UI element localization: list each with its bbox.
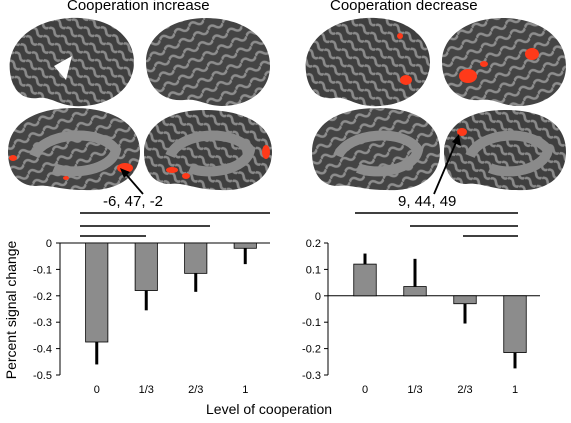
y-tick-label: -0.2 bbox=[302, 344, 321, 356]
x-tick-label: 1/3 bbox=[407, 384, 422, 395]
panel-title-right: Cooperation decrease bbox=[330, 0, 478, 14]
brain-lateral-right-2 bbox=[442, 18, 566, 106]
brain-lateral-left-2 bbox=[146, 18, 270, 106]
x-tick-label: 0 bbox=[362, 384, 368, 395]
y-tick-label: 0 bbox=[315, 291, 321, 303]
bar bbox=[134, 242, 158, 291]
brain-figure bbox=[8, 17, 566, 195]
y-tick-label: 0.1 bbox=[306, 264, 321, 276]
x-tick-label: 1 bbox=[242, 384, 248, 395]
chart-left: 0 -0.1 -0.2 -0.3 -0.4 -0.5 0 1/3 2/3 1 bbox=[33, 212, 270, 395]
bar bbox=[353, 263, 377, 297]
activation-blobs bbox=[9, 33, 539, 180]
y-tick-label: 0.2 bbox=[306, 238, 321, 250]
y-tick-label: 0 bbox=[46, 238, 52, 250]
bar bbox=[233, 242, 257, 249]
y-tick-label: -0.5 bbox=[33, 370, 52, 382]
bar bbox=[184, 242, 208, 274]
x-tick-label: 1 bbox=[512, 384, 518, 395]
arrowhead-marker bbox=[54, 56, 72, 80]
chart-right: 0.2 0.1 0 -0.1 -0.2 -0.3 0 1/3 2/3 1 bbox=[302, 212, 540, 395]
x-tick-label: 2/3 bbox=[457, 384, 472, 395]
bar bbox=[503, 295, 527, 353]
x-axis-label: Level of cooperation bbox=[206, 401, 333, 417]
y-tick-label: -0.2 bbox=[33, 291, 52, 303]
bar bbox=[453, 295, 477, 305]
brain-lateral-left-1 bbox=[9, 17, 134, 107]
bar bbox=[85, 242, 109, 343]
y-tick-label: -0.3 bbox=[33, 317, 52, 329]
x-tick-label: 0 bbox=[94, 384, 100, 395]
coord-label-right: 9, 44, 49 bbox=[398, 193, 457, 210]
bar bbox=[403, 286, 427, 297]
arrow-right-coord bbox=[433, 139, 458, 195]
brain-lateral-right-1 bbox=[305, 17, 430, 107]
arrow-left-coord bbox=[123, 171, 144, 195]
y-tick-label: -0.1 bbox=[302, 317, 321, 329]
y-tick-label: -0.4 bbox=[33, 344, 52, 356]
y-tick-label: -0.3 bbox=[302, 370, 321, 382]
coord-label-left: -6, 47, -2 bbox=[103, 193, 164, 210]
y-tick-label: -0.1 bbox=[33, 264, 52, 276]
brain-medial-left-1 bbox=[8, 108, 140, 191]
x-tick-label: 1/3 bbox=[139, 384, 154, 395]
x-tick-label: 2/3 bbox=[188, 384, 203, 395]
panel-title-left: Cooperation increase bbox=[67, 0, 210, 14]
brain-medial-right-1 bbox=[312, 108, 440, 191]
